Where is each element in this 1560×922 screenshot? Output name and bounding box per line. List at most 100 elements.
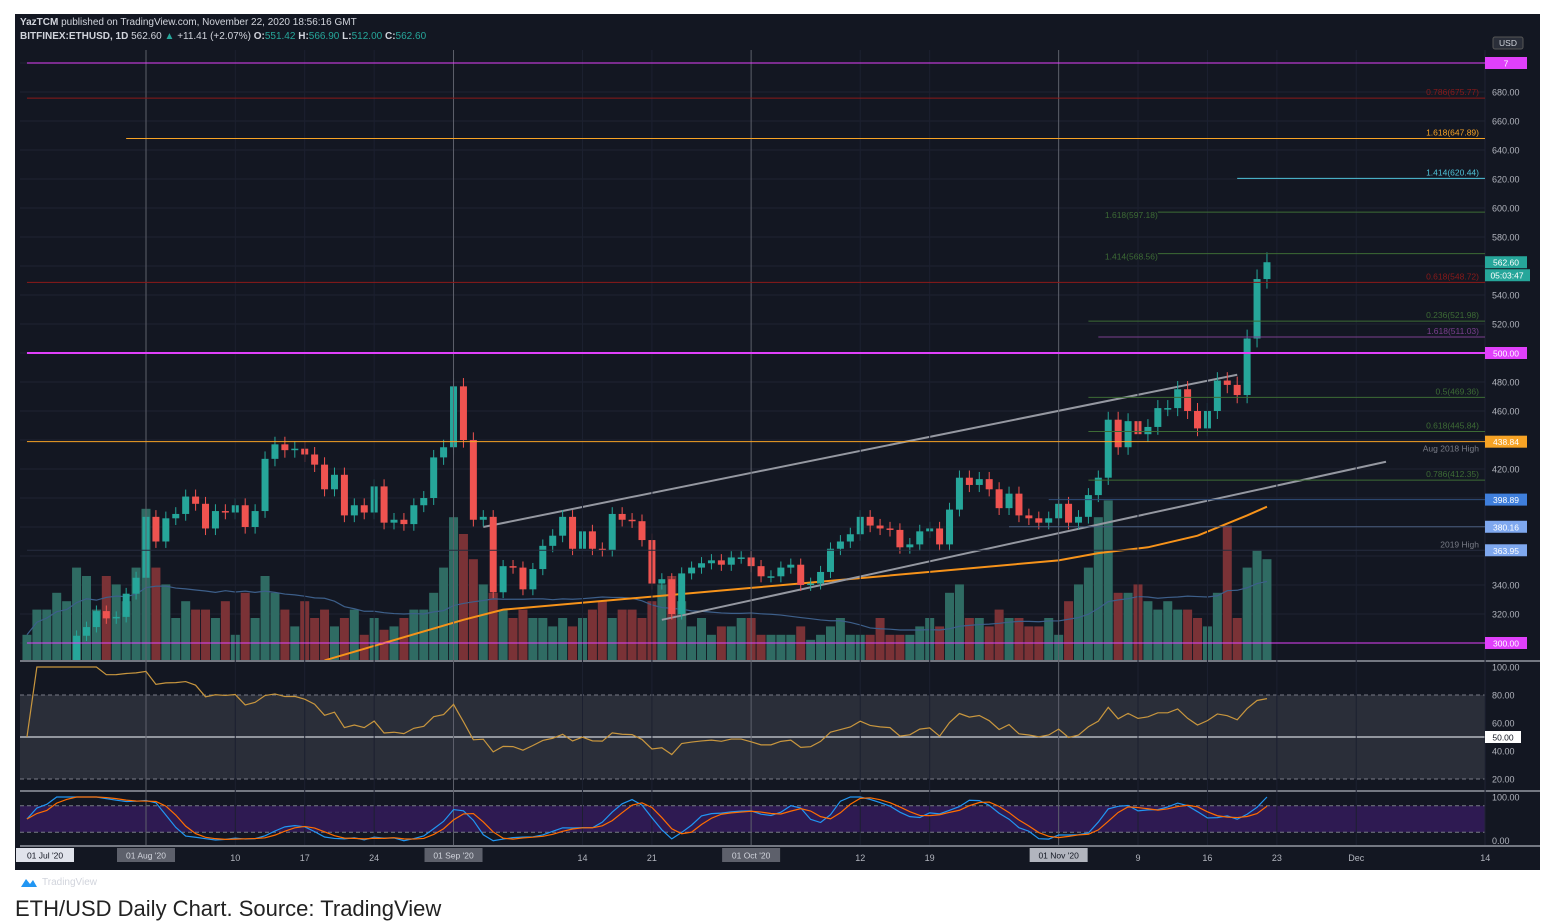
level-price-tag[interactable] xyxy=(1485,637,1527,649)
candle-body xyxy=(1035,518,1043,523)
candle-body xyxy=(321,464,329,490)
volume-bar xyxy=(1222,525,1232,660)
low-label: L: xyxy=(342,31,352,42)
volume-bar xyxy=(399,618,409,660)
trend-channel-line[interactable] xyxy=(661,460,1387,621)
volume-bar xyxy=(875,618,885,660)
candle xyxy=(311,447,319,473)
volume-bar xyxy=(131,567,141,660)
candle-body xyxy=(479,516,487,520)
time-label-box xyxy=(1029,848,1088,862)
time-tick: 14 xyxy=(577,853,587,863)
candle xyxy=(618,507,626,527)
volume-bar xyxy=(419,609,429,660)
volume-bar xyxy=(201,609,211,660)
candle-body xyxy=(1084,495,1092,517)
time-tick: 12 xyxy=(855,853,865,863)
candle xyxy=(539,539,547,576)
time-tick: 17 xyxy=(300,853,310,863)
time-tick: 01 Oct '20 xyxy=(732,851,771,861)
volume-bar xyxy=(1093,517,1103,660)
level-label: 0.5(469.36) xyxy=(1436,386,1480,396)
volume-bar xyxy=(964,618,974,660)
candle xyxy=(1144,419,1152,442)
rsi-tick: 100.00 xyxy=(1492,663,1520,673)
candle xyxy=(132,571,140,600)
level-price-tag[interactable] xyxy=(1485,520,1527,533)
volume-bar xyxy=(260,576,270,660)
candle xyxy=(1164,400,1172,417)
candle-body xyxy=(420,498,428,506)
candle xyxy=(1233,376,1241,404)
candle-body xyxy=(261,458,269,512)
candle-body xyxy=(152,516,160,542)
candle-body xyxy=(172,513,180,519)
volume-bar xyxy=(439,567,449,660)
candle-body xyxy=(995,489,1003,509)
candle xyxy=(112,611,120,624)
candle xyxy=(965,470,973,493)
level-price-tag[interactable] xyxy=(1485,347,1527,359)
level-price-tag[interactable] xyxy=(1485,493,1527,506)
candle xyxy=(836,535,844,556)
time-tick: 01 Sep '20 xyxy=(433,851,474,861)
candle-body xyxy=(688,567,696,574)
level-price-tag-text: 438.84 xyxy=(1493,437,1519,447)
volume-bar xyxy=(885,634,895,660)
candle-body xyxy=(410,505,418,525)
volume-bar xyxy=(607,618,617,660)
stoch-k-line[interactable] xyxy=(26,796,1268,842)
candle xyxy=(1253,269,1261,348)
volume-bar xyxy=(677,601,687,660)
time-tick: 01 Aug '20 xyxy=(126,851,166,861)
candle-body xyxy=(1104,419,1112,478)
candle-body xyxy=(539,545,547,570)
candle xyxy=(886,521,894,537)
candle xyxy=(846,527,854,548)
candle-body xyxy=(1164,408,1172,410)
candle xyxy=(608,507,616,557)
candle xyxy=(211,504,219,536)
volume-bar xyxy=(1232,618,1242,660)
candle xyxy=(1094,470,1102,503)
rsi-value-tag xyxy=(1485,731,1521,743)
candle-body xyxy=(73,635,81,660)
volume-bar xyxy=(776,634,786,660)
candle xyxy=(241,498,249,534)
candle-body xyxy=(509,566,517,568)
candle-body xyxy=(737,557,745,559)
volume-bar xyxy=(1044,618,1054,660)
candle-body xyxy=(638,521,646,541)
volume-bar xyxy=(62,601,72,660)
volume-bar xyxy=(1163,601,1173,660)
stoch-d-line[interactable] xyxy=(26,796,1268,840)
volume-bar xyxy=(429,592,439,660)
volume-bar xyxy=(845,634,855,660)
candle-body xyxy=(569,516,577,549)
level-price-tag[interactable] xyxy=(1485,57,1527,69)
volume-bar xyxy=(1193,618,1203,660)
candle-body xyxy=(251,511,259,527)
level-price-tag[interactable] xyxy=(1485,544,1527,557)
price-tick: 540.00 xyxy=(1492,291,1520,301)
candle xyxy=(420,491,428,513)
time-tick: 24 xyxy=(369,853,379,863)
time-label-box xyxy=(424,848,483,862)
volume-bar xyxy=(171,618,181,660)
time-tick: 01 Nov '20 xyxy=(1038,851,1079,861)
candle-body xyxy=(896,529,904,548)
volume-bar xyxy=(488,592,498,660)
candle xyxy=(182,489,190,521)
candle xyxy=(876,518,884,536)
volume-bar xyxy=(1212,592,1222,660)
level-price-tag[interactable] xyxy=(1485,435,1527,448)
author[interactable]: YazTCM xyxy=(20,17,59,28)
volume-bar xyxy=(974,618,984,660)
volume-bar xyxy=(1014,618,1024,660)
candle-body xyxy=(668,579,676,614)
volume-bar xyxy=(359,634,369,660)
tradingview-logo[interactable]: TradingView xyxy=(20,876,97,888)
rsi-line[interactable] xyxy=(26,666,1268,756)
time-tick: 9 xyxy=(1135,853,1140,863)
